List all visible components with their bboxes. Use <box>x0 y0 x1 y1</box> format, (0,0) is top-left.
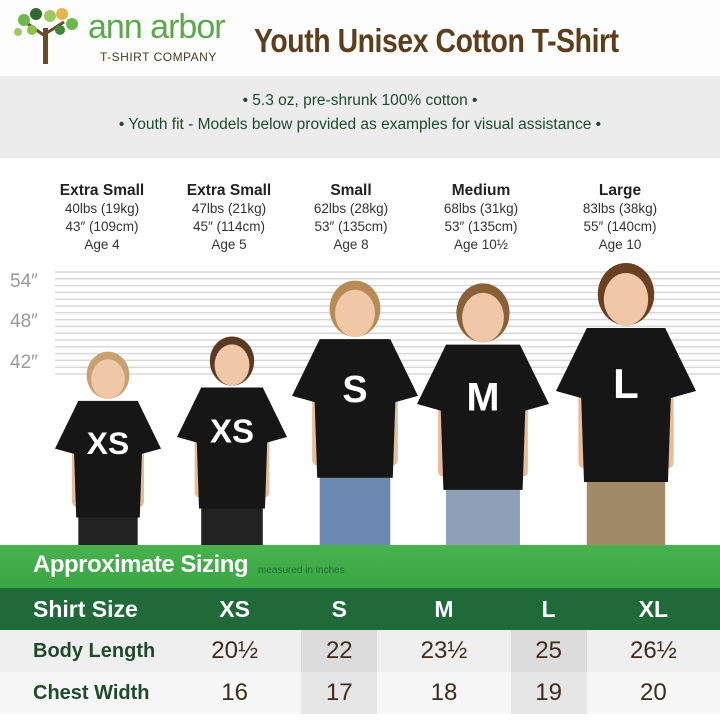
model-figure: XS <box>177 336 287 545</box>
model-label: Small 62lbs (28kg) 53″ (135cm) Age 8 <box>286 182 416 254</box>
model-weight: 83lbs (38kg) <box>582 201 658 216</box>
shirt-size-letter: L <box>613 360 639 407</box>
feature-line: • 5.3 oz, pre-shrunk 100% cotton • <box>242 92 478 109</box>
header-cell: L <box>510 588 587 630</box>
model-height: 43″ (109cm) <box>65 219 139 234</box>
table-cell: 22 <box>301 630 378 672</box>
model-size: Medium <box>451 182 511 199</box>
model-height: 55″ (140cm) <box>583 219 657 234</box>
header-cell: S <box>301 588 378 630</box>
ruler-label: 54″ <box>10 271 38 292</box>
header-cell: Shirt Size <box>0 588 168 630</box>
features-band: • 5.3 oz, pre-shrunk 100% cotton • • You… <box>0 76 720 158</box>
model-height: 53″ (135cm) <box>444 219 518 234</box>
model-weight: 40lbs (19kg) <box>64 201 140 216</box>
model-size: Extra Small <box>59 182 145 199</box>
model-label: Extra Small 40lbs (19kg) 43″ (109cm) Age… <box>37 182 167 254</box>
brand-name: ann arbor <box>88 8 226 46</box>
header-cell: XS <box>168 588 302 630</box>
model-height: 45″ (114cm) <box>192 219 266 234</box>
shirt-size-letter: XS <box>87 425 129 461</box>
model-size: Extra Small <box>186 182 272 199</box>
table-cell: 20½ <box>168 630 302 672</box>
row-label: Body Length <box>0 630 168 672</box>
shirt-size-letter: M <box>467 376 500 420</box>
shirt-size-letter: XS <box>210 413 254 450</box>
model-label: Large 83lbs (38kg) 55″ (140cm) Age 10 <box>555 182 685 254</box>
model-figure: S <box>292 280 418 545</box>
shirt-size-letter: S <box>342 369 367 411</box>
sizing-title: Approximate Sizing <box>33 551 249 578</box>
ruler-label: 48″ <box>10 311 38 332</box>
model-label: Extra Small 47lbs (21kg) 45″ (114cm) Age… <box>164 182 294 254</box>
header-cell: XL <box>586 588 720 630</box>
sizing-banner: Approximate Sizing measured in inches <box>0 545 720 588</box>
header-cell: M <box>377 588 511 630</box>
feature-line: • Youth fit - Models below provided as e… <box>118 116 602 133</box>
sizing-table: Shirt Size XS S M L XL Body Length 20½ 2… <box>0 588 720 714</box>
header: ann arbor T-SHIRT COMPANY Youth Unisex C… <box>0 0 720 74</box>
table-cell: 20 <box>586 672 720 714</box>
model-height: 53″ (135cm) <box>314 219 388 234</box>
brand-logo: ann arbor T-SHIRT COMPANY <box>10 6 235 68</box>
table-cell: 16 <box>168 672 302 714</box>
table-cell: 25 <box>510 630 587 672</box>
model-size: Large <box>598 182 642 199</box>
table-cell: 17 <box>301 672 378 714</box>
table-row: Body Length 20½ 22 23½ 25 26½ <box>0 630 720 672</box>
table-header-row: Shirt Size XS S M L XL <box>0 588 720 630</box>
model-age: Age 5 <box>211 237 247 252</box>
table-row: Chest Width 16 17 18 19 20 <box>0 672 720 714</box>
table-cell: 18 <box>377 672 511 714</box>
model-weight: 68lbs (31kg) <box>443 201 519 216</box>
table-cell: 23½ <box>377 630 511 672</box>
model-age: Age 8 <box>333 237 369 252</box>
model-size: Small <box>330 182 372 199</box>
model-figure: L <box>556 262 696 545</box>
brand-subtitle: T-SHIRT COMPANY <box>100 50 217 64</box>
table-cell: 19 <box>510 672 587 714</box>
model-weight: 62lbs (28kg) <box>313 201 389 216</box>
model-figure: XS <box>55 351 161 545</box>
row-label: Chest Width <box>0 672 168 714</box>
model-age: Age 4 <box>84 237 120 252</box>
table-cell: 26½ <box>586 630 720 672</box>
model-figure: M <box>417 283 549 545</box>
sizing-note: measured in inches <box>258 565 345 576</box>
tree-icon <box>14 8 78 64</box>
page-title: Youth Unisex Cotton T-Shirt <box>254 22 619 59</box>
model-label: Medium 68lbs (31kg) 53″ (135cm) Age 10½ <box>416 182 546 254</box>
model-age: Age 10½ <box>453 237 509 252</box>
model-weight: 47lbs (21kg) <box>191 201 267 216</box>
ruler-label: 42″ <box>10 352 38 373</box>
model-age: Age 10 <box>598 237 642 252</box>
models-photo: XS XS S M L <box>55 262 720 545</box>
